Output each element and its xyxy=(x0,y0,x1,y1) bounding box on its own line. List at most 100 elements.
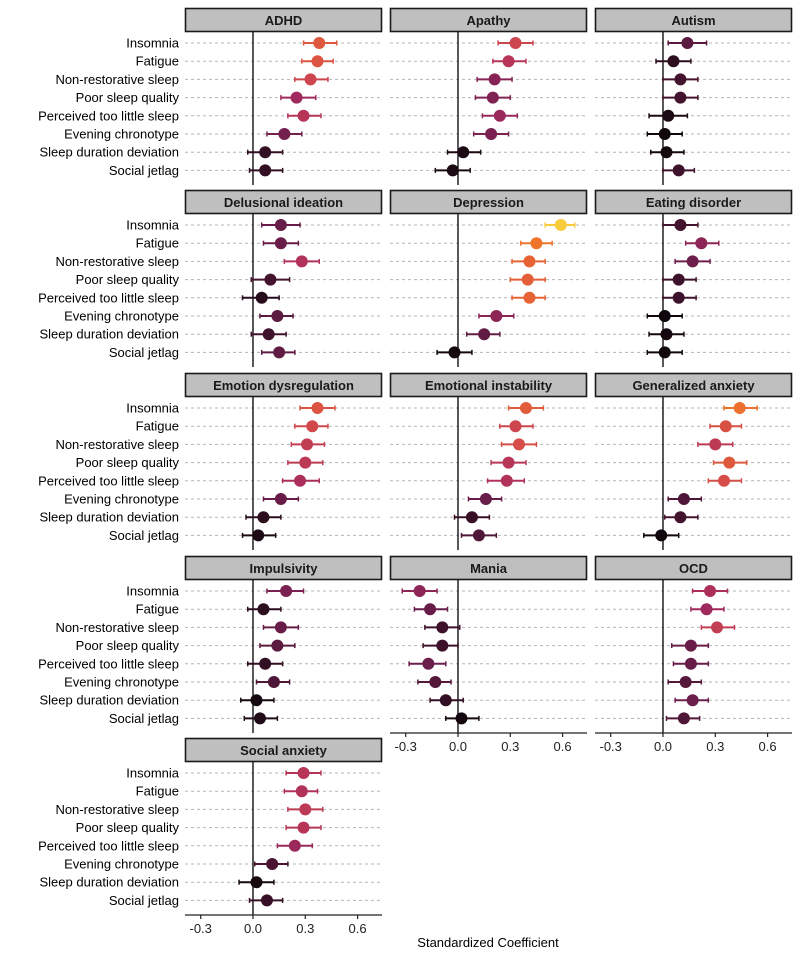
strip-title: ADHD xyxy=(265,13,303,28)
facet-mania: Mania -0.3 0.0 0.3 0.6 xyxy=(389,555,588,754)
y-tick-label: Fatigue xyxy=(136,54,179,69)
strip-title: Generalized anxiety xyxy=(632,378,755,393)
estimate-point xyxy=(274,237,287,250)
estimate-point xyxy=(429,676,442,688)
estimate-point xyxy=(500,474,513,487)
estimate-point xyxy=(674,73,687,86)
estimate-point xyxy=(704,585,717,597)
y-tick-label: Fatigue xyxy=(136,419,179,434)
estimate-point xyxy=(488,73,501,86)
estimate-point xyxy=(273,346,286,359)
estimate-point xyxy=(422,657,435,670)
estimate-point xyxy=(695,237,708,250)
estimate-point xyxy=(250,694,263,707)
y-tick-label: Poor sleep quality xyxy=(76,638,180,653)
estimate-point xyxy=(660,328,673,341)
strip-background xyxy=(594,7,793,33)
estimate-point xyxy=(424,603,437,616)
estimate-point xyxy=(294,474,307,487)
estimate-point xyxy=(304,73,317,86)
strip-title: Autism xyxy=(671,13,715,28)
y-tick-label: Non-restorative sleep xyxy=(55,72,179,87)
estimate-point xyxy=(523,255,536,268)
estimate-point xyxy=(658,310,671,322)
estimate-point xyxy=(297,767,310,779)
y-tick-label: Poor sleep quality xyxy=(76,272,180,287)
strip-title: Emotional instability xyxy=(425,378,553,393)
estimate-point xyxy=(502,55,515,68)
strip-background xyxy=(184,7,383,33)
y-tick-label: Evening chronotype xyxy=(64,857,179,872)
estimate-point xyxy=(253,712,266,725)
y-tick-label: Perceived too little sleep xyxy=(38,290,179,305)
estimate-point xyxy=(530,237,543,250)
estimate-point xyxy=(280,585,293,597)
estimate-point xyxy=(295,255,308,268)
estimate-point xyxy=(439,694,452,707)
facet-apathy: Apathy xyxy=(389,7,588,185)
y-tick-label: Evening chronotype xyxy=(64,309,179,324)
y-tick-label: Insomnia xyxy=(126,584,180,599)
x-tick-label: 0.6 xyxy=(349,921,367,936)
estimate-point xyxy=(490,310,503,322)
estimate-point xyxy=(686,694,699,707)
x-tick-label: -0.3 xyxy=(599,739,621,754)
x-axis-label: Standardized Coefficient xyxy=(417,935,559,950)
strip-title: Depression xyxy=(453,195,524,210)
estimate-point xyxy=(674,511,687,524)
y-tick-label: Perceived too little sleep xyxy=(38,108,179,123)
strip-title: OCD xyxy=(679,561,708,576)
estimate-point xyxy=(262,328,275,341)
estimate-point xyxy=(436,639,449,652)
estimate-point xyxy=(658,128,671,140)
facet-ocd: OCD -0.3 0.0 0.3 0.6 xyxy=(594,555,793,754)
facet-generalized-anxiety: Generalized anxiety xyxy=(594,372,793,550)
x-tick-label: 0.0 xyxy=(449,739,467,754)
estimate-point xyxy=(259,164,272,177)
estimate-point xyxy=(486,91,499,104)
estimate-point xyxy=(660,146,673,159)
x-tick-label: 0.6 xyxy=(554,739,572,754)
strip-title: Impulsivity xyxy=(250,561,319,576)
y-tick-label: Non-restorative sleep xyxy=(55,620,179,635)
strip-background xyxy=(594,189,793,215)
estimate-point xyxy=(271,310,284,322)
estimate-point xyxy=(667,55,680,68)
estimate-point xyxy=(436,621,449,634)
estimate-point xyxy=(274,621,287,634)
facet-emotion-dysregulation: Emotion dysregulation Insomnia Fatigue Non-… xyxy=(38,372,383,550)
estimate-point xyxy=(297,109,310,122)
estimate-point xyxy=(674,91,687,104)
y-tick-label: Social jetlag xyxy=(109,345,179,360)
estimate-point xyxy=(448,346,461,359)
estimate-point xyxy=(257,511,270,524)
y-tick-label: Insomnia xyxy=(126,218,180,233)
x-tick-label: 0.3 xyxy=(706,739,724,754)
facet-panels: ADHD Insomnia Fatigue Non-restorative sleep… xyxy=(38,7,793,936)
strip-background xyxy=(389,7,588,33)
estimate-point xyxy=(554,219,567,231)
estimate-point xyxy=(297,821,310,834)
y-tick-label: Poor sleep quality xyxy=(76,90,180,105)
estimate-point xyxy=(311,402,324,414)
estimate-point xyxy=(266,858,279,870)
strip-background xyxy=(594,555,793,581)
estimate-point xyxy=(711,621,724,634)
y-tick-label: Poor sleep quality xyxy=(76,820,180,835)
y-tick-label: Insomnia xyxy=(126,36,180,51)
estimate-point xyxy=(679,676,692,688)
estimate-point xyxy=(672,291,685,304)
facet-social-anxiety: Social anxiety Insomnia Fatigue Non-restora… xyxy=(38,737,383,936)
strip-title: Apathy xyxy=(466,13,511,28)
y-tick-label: Sleep duration deviation xyxy=(40,693,180,708)
x-tick-label: 0.0 xyxy=(244,921,262,936)
strip-title: Social anxiety xyxy=(240,743,327,758)
estimate-point xyxy=(274,493,287,505)
estimate-point xyxy=(252,529,265,542)
estimate-point xyxy=(479,493,492,505)
strip-background xyxy=(389,555,588,581)
x-tick-label: 0.3 xyxy=(296,921,314,936)
estimate-point xyxy=(267,676,280,688)
estimate-point xyxy=(271,639,284,652)
estimate-point xyxy=(465,511,478,524)
